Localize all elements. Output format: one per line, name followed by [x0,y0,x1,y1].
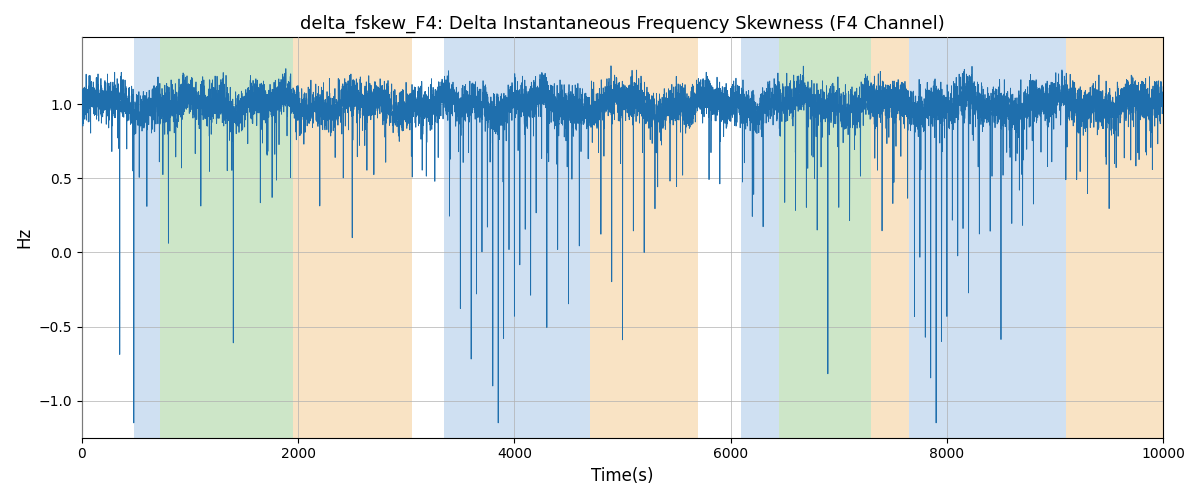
Bar [1066,38,1184,438]
Bar [871,38,908,438]
Bar [133,38,160,438]
Bar [742,38,779,438]
Title: delta_fskew_F4: Delta Instantaneous Frequency Skewness (F4 Channel): delta_fskew_F4: Delta Instantaneous Freq… [300,15,944,34]
Bar [908,38,1066,438]
Y-axis label: Hz: Hz [14,227,32,248]
Bar [444,38,590,438]
Bar [293,38,412,438]
X-axis label: Time(s): Time(s) [592,467,654,485]
Bar [779,38,871,438]
Bar [590,38,698,438]
Bar [160,38,293,438]
